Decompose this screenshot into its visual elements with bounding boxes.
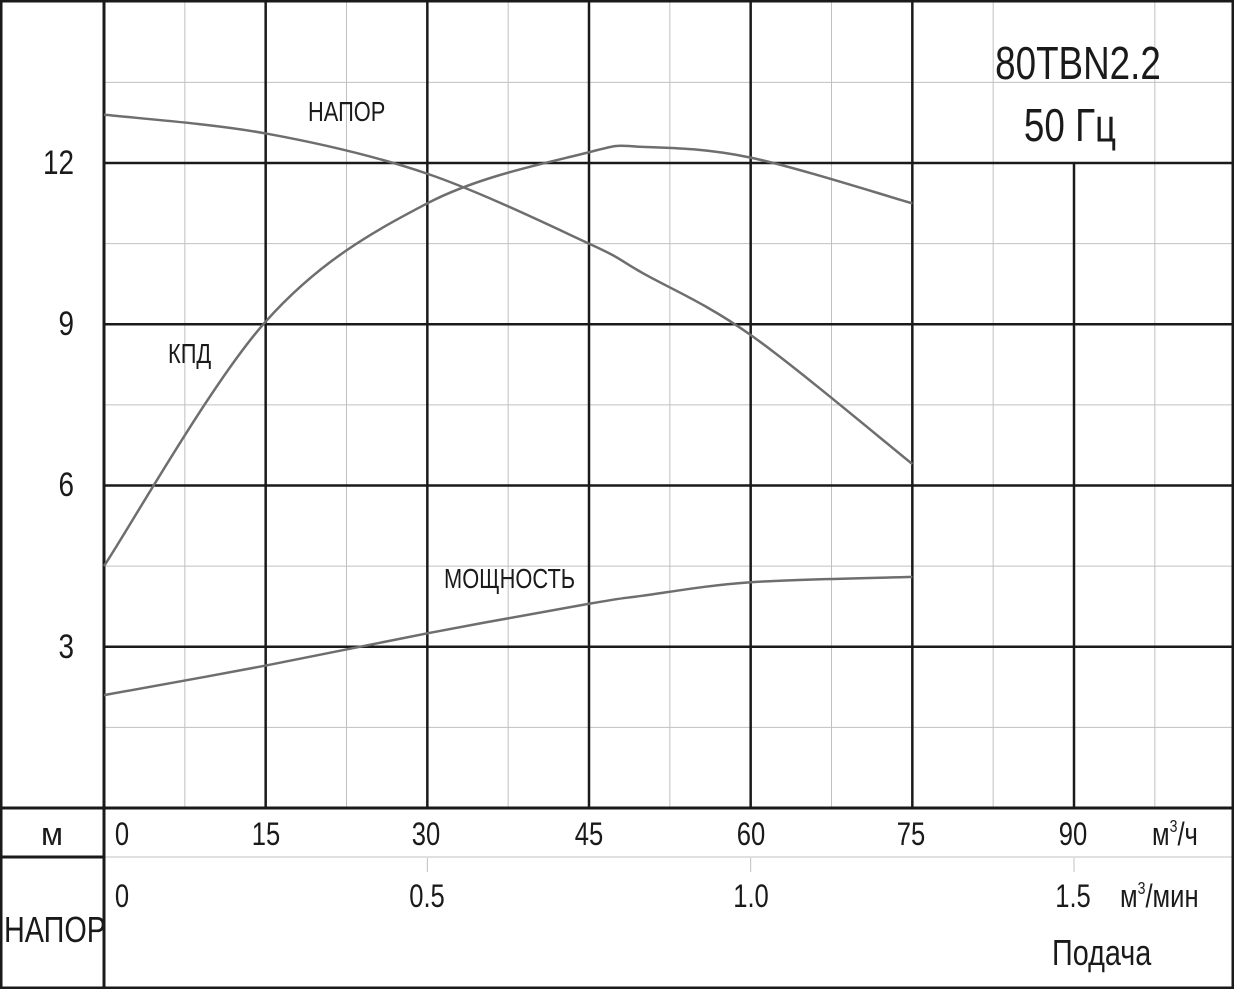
x-unit-secondary: м3/мин bbox=[1120, 878, 1199, 915]
unit-sup: 3 bbox=[1137, 878, 1146, 898]
curve-label-power: МОЩНОСТЬ bbox=[444, 563, 576, 594]
curves bbox=[102, 113, 914, 697]
major-grid bbox=[104, 0, 1234, 808]
x-tick-30: 30 bbox=[411, 816, 441, 852]
x-tick-0: 0 bbox=[114, 816, 130, 852]
x-tick-45: 45 bbox=[574, 816, 604, 852]
head-curve bbox=[103, 113, 914, 465]
unit-sup: 3 bbox=[1169, 816, 1178, 836]
curve-label-head: НАПОР bbox=[308, 96, 386, 127]
chart-title-model: 80TBN2.2 bbox=[995, 37, 1161, 89]
y-tick-3: 3 bbox=[58, 628, 74, 666]
unit-tail: /мин bbox=[1145, 878, 1199, 915]
chart-title-frequency: 50 Гц bbox=[1023, 99, 1117, 151]
x-axis-name: Подача bbox=[1052, 932, 1152, 973]
y-tick-12: 12 bbox=[42, 144, 74, 182]
x-tick-90: 90 bbox=[1058, 816, 1088, 852]
efficiency-curve bbox=[102, 144, 913, 567]
unit-base: м bbox=[1152, 816, 1170, 853]
x-tick-60: 60 bbox=[736, 816, 766, 852]
x2-tick-0.5: 0.5 bbox=[409, 878, 445, 914]
y-tick-6: 6 bbox=[58, 466, 74, 504]
curve-label-efficiency: КПД bbox=[168, 338, 212, 369]
y-tick-9: 9 bbox=[58, 305, 74, 343]
unit-tail: /ч bbox=[1177, 816, 1198, 853]
x2-tick-1.5: 1.5 bbox=[1055, 878, 1091, 914]
x-unit-primary: м3/ч bbox=[1152, 816, 1198, 853]
unit-base: м bbox=[1120, 878, 1138, 915]
x-tick-75: 75 bbox=[896, 816, 926, 852]
x2-tick-1.0: 1.0 bbox=[733, 878, 769, 914]
power-curve bbox=[103, 575, 913, 697]
minor-grid bbox=[104, 0, 1234, 872]
x-tick-15: 15 bbox=[251, 816, 281, 852]
y-unit-label: м bbox=[41, 816, 63, 852]
y-axis-name: НАПОР bbox=[4, 909, 106, 950]
x2-tick-0: 0 bbox=[114, 878, 130, 914]
